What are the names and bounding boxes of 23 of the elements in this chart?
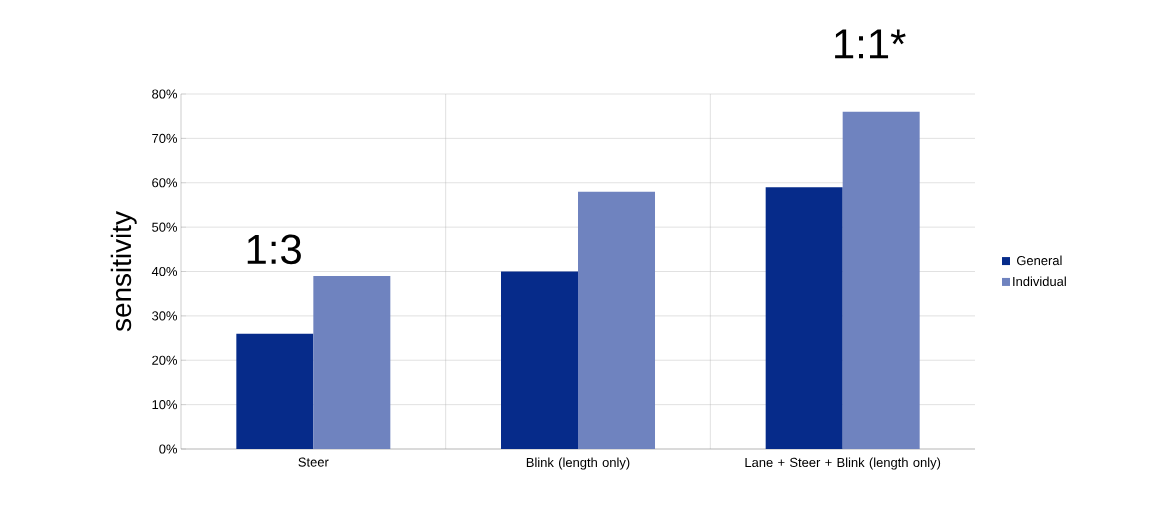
y-tick-label: 30% <box>152 311 178 321</box>
text: 1:1* <box>835 29 906 59</box>
x-tick-label: Steer <box>298 457 329 467</box>
y-tick-label: 0% <box>159 444 178 454</box>
bar <box>236 333 314 449</box>
bar <box>501 271 579 449</box>
y-tick-label: 50% <box>152 222 178 232</box>
bar <box>765 187 843 449</box>
annotation: 1:3 <box>247 234 301 265</box>
y-tick-label: 10% <box>152 400 178 410</box>
bar <box>313 275 391 449</box>
bar <box>578 191 656 449</box>
x-tick-label: Lane + Steer + Blink (length only) <box>745 457 941 470</box>
y-tick-label: 20% <box>152 355 178 365</box>
y-tick-label: 80% <box>152 89 178 99</box>
y-tick-label: 70% <box>152 133 178 143</box>
legend-label: Individual <box>1013 276 1066 286</box>
y-tick-label: 60% <box>152 178 178 188</box>
legend-label: General <box>1016 255 1062 266</box>
y-tick-label: 40% <box>151 266 178 277</box>
x-tick-label: Blink (length only) <box>526 457 630 470</box>
y-axis-title: sensitivity <box>110 211 137 332</box>
bar <box>842 111 920 449</box>
